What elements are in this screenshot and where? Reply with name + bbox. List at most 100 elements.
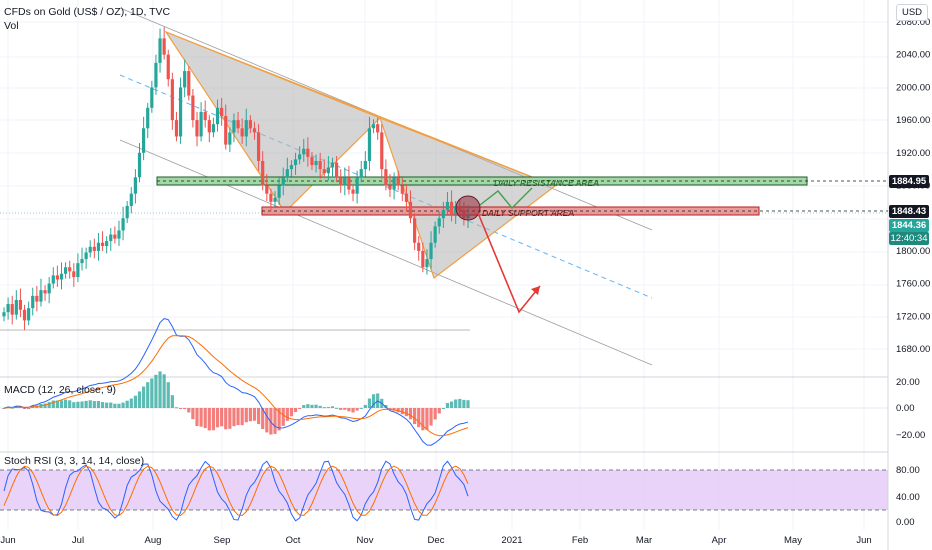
candle-body	[322, 169, 326, 174]
macd-bar	[425, 408, 429, 430]
time-tick: Jun	[856, 535, 871, 546]
candle-body	[183, 71, 187, 88]
currency-button[interactable]: USD	[896, 4, 928, 21]
macd-bar	[388, 408, 392, 410]
support-label: DAILY SUPPORT AREA	[482, 208, 574, 218]
macd-bar	[330, 406, 335, 408]
candle-body	[392, 177, 396, 190]
macd-bar	[363, 404, 367, 408]
candle-body	[187, 71, 191, 96]
macd-bar	[244, 408, 248, 423]
macd-bar	[413, 408, 417, 425]
macd-bar	[125, 400, 129, 408]
candle-body	[339, 177, 343, 186]
candle-body	[92, 246, 96, 251]
time-tick: Oct	[286, 535, 301, 546]
macd-bar	[105, 402, 109, 408]
volume-label[interactable]: Vol	[4, 20, 19, 32]
macd-bar	[162, 374, 166, 408]
candle-body	[265, 185, 269, 194]
macd-bar	[178, 408, 183, 409]
time-tick: Jul	[72, 535, 84, 546]
price-tick: 2040.00	[896, 50, 930, 61]
candle-body	[244, 120, 248, 137]
candle-body	[236, 120, 240, 129]
macd-bar	[236, 408, 240, 426]
candle-body	[384, 169, 388, 186]
candle-body	[293, 159, 298, 166]
candle-body	[269, 193, 273, 202]
highlight-circle	[455, 195, 481, 221]
macd-bar	[392, 408, 396, 411]
candle-body	[256, 132, 261, 161]
macd-bar	[100, 402, 105, 408]
candle-body	[363, 160, 367, 170]
countdown-tag: 12:40:34	[889, 232, 929, 245]
candle-body	[252, 128, 257, 133]
candle-body	[396, 177, 400, 186]
candle-body	[146, 107, 150, 129]
candle-body	[43, 290, 47, 294]
candle-body	[445, 201, 450, 211]
candle-body	[80, 259, 84, 264]
macd-bar	[88, 400, 92, 408]
candle-body	[142, 128, 146, 153]
time-tick: Sep	[214, 535, 231, 546]
candle-body	[137, 152, 142, 178]
candle-body	[39, 290, 43, 302]
candle-body	[289, 165, 294, 170]
candle-body	[273, 197, 277, 202]
candle-body	[2, 312, 6, 317]
candle-body	[162, 38, 166, 55]
symbol-title[interactable]: CFDs on Gold (US$ / OZ), 1D, TVC	[4, 6, 171, 18]
candle-body	[228, 132, 232, 145]
time-tick: Dec	[428, 535, 445, 546]
macd-bar	[117, 403, 121, 408]
candle-body	[318, 160, 322, 170]
candle-body	[367, 128, 372, 161]
candle-body	[84, 252, 88, 260]
macd-axis[interactable]: 20.00 0.00 −20.00	[896, 377, 925, 441]
macd-bar	[166, 382, 170, 408]
candle-body	[109, 234, 113, 242]
macd-title[interactable]: MACD (12, 26, close, 9)	[4, 384, 117, 396]
candle-body	[150, 87, 154, 108]
candle-body	[437, 218, 441, 227]
macd-bar	[351, 408, 355, 413]
stoch-overbought-band	[0, 470, 888, 510]
macd-bar	[215, 408, 220, 428]
macd-bar	[187, 408, 191, 413]
macd-tick: 20.00	[896, 377, 920, 388]
candle-body	[335, 162, 339, 178]
macd-bar	[417, 408, 421, 428]
stoch-title[interactable]: Stoch RSI (3, 3, 14, 14, close)	[4, 455, 145, 467]
macd-bar	[273, 408, 277, 434]
time-axis[interactable]: Jun Jul Aug Sep Oct Nov Dec 2021 Feb Mar Apr May Jun	[0, 535, 871, 546]
stoch-axis[interactable]: 80.00 40.00 0.00	[896, 465, 920, 528]
time-tick: Aug	[145, 535, 162, 546]
candle-body	[203, 111, 207, 121]
candle-body	[105, 241, 109, 246]
candle-body	[47, 283, 51, 294]
macd-bar	[142, 386, 146, 408]
candle-body	[330, 162, 335, 168]
macd-bar	[396, 408, 400, 413]
macd-bar	[248, 408, 252, 422]
macd-bar	[220, 408, 224, 427]
candle-body	[429, 242, 433, 260]
descending-trendline	[165, 31, 556, 187]
price-tick: 1720.00	[896, 311, 930, 322]
macd-bar	[318, 405, 322, 408]
macd-bar	[84, 400, 88, 408]
macd-bar	[96, 401, 101, 408]
candle-body	[413, 218, 417, 243]
candle-body	[174, 120, 179, 137]
macd-bar	[72, 402, 76, 408]
macd-bar	[281, 408, 285, 426]
macd-bar	[191, 408, 195, 420]
macd-bar	[137, 391, 142, 408]
candle-body	[88, 246, 92, 253]
macd-bar	[183, 408, 187, 409]
macd-line	[3, 318, 469, 446]
